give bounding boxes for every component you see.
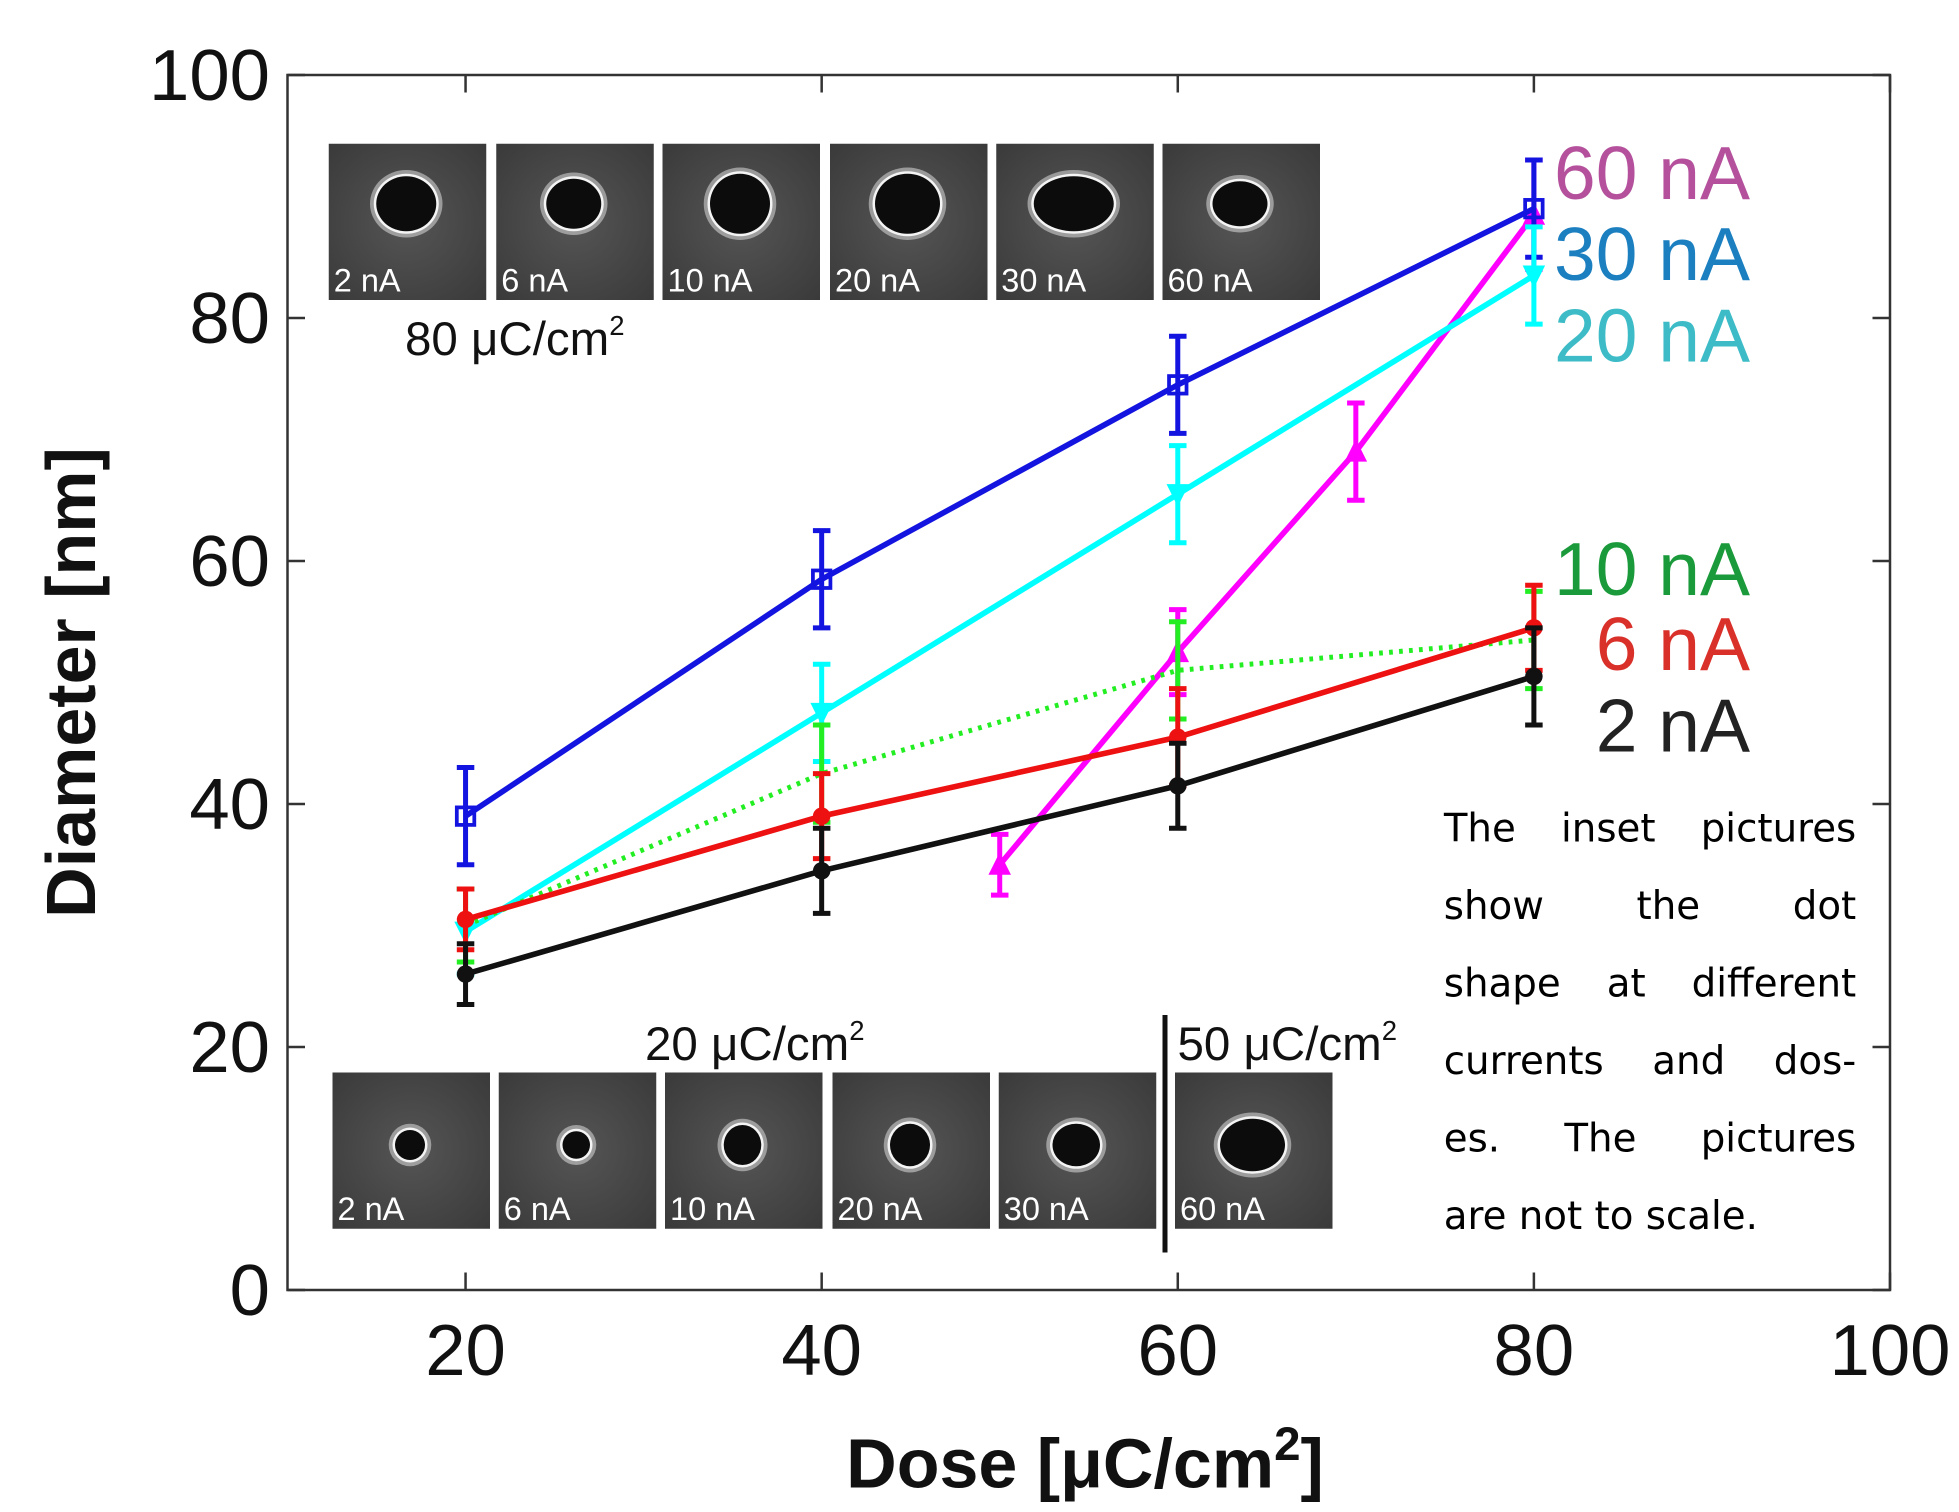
inset-image: 60 nA	[1163, 144, 1321, 300]
x-tick-label: 80	[1494, 1310, 1575, 1391]
marker	[457, 911, 475, 929]
inset-dose: 50 μC/cm2	[1178, 1015, 1398, 1071]
inset-image: 6 nA	[499, 1073, 656, 1229]
inset-label: 30 nA	[1004, 1191, 1089, 1227]
legend-label: 6 nA	[1596, 602, 1750, 686]
y-tick-label: 40	[189, 764, 270, 845]
inset-image: 60 nA	[1175, 1073, 1333, 1229]
marker	[457, 965, 475, 983]
note-line: es. The pictures	[1444, 1100, 1857, 1178]
x-axis-label-sup: 2	[1274, 1418, 1300, 1471]
marker	[813, 862, 831, 880]
note-line: The inset pictures	[1444, 790, 1857, 868]
inset-label: 60 nA	[1168, 262, 1253, 298]
inset-dose-sup: 2	[609, 310, 624, 341]
note-line: are not to scale.	[1444, 1178, 1857, 1256]
inset-dot	[890, 1124, 930, 1167]
page: 0 20 40 60 80 100 20 40 60 80 100 Diameter [nm] Dose…	[0, 0, 1959, 1512]
legend-label: 30 nA	[1554, 212, 1750, 296]
y-tick-label: 0	[230, 1250, 270, 1331]
inset-label: 6 nA	[501, 262, 568, 298]
inset-label: 2 nA	[334, 262, 401, 298]
inset-dot	[1053, 1124, 1101, 1167]
inset-dot	[1213, 181, 1268, 226]
x-tick-label: 60	[1137, 1310, 1218, 1391]
legend-label: 10 nA	[1554, 527, 1750, 611]
x-axis-label-close: ]	[1301, 1425, 1324, 1503]
inset-image: 30 nA	[999, 1073, 1156, 1229]
inset-image: 20 nA	[830, 144, 988, 300]
inset-dose-sup: 2	[849, 1015, 864, 1046]
inset-image: 2 nA	[329, 144, 487, 300]
y-tick-label: 60	[189, 521, 270, 602]
y-tick-label: 20	[189, 1007, 270, 1088]
inset-dose-text: 20 μC/cm	[645, 1018, 849, 1071]
inset-image: 2 nA	[333, 1073, 491, 1229]
inset-image: 20 nA	[833, 1073, 991, 1229]
inset-label: 20 nA	[838, 1191, 923, 1227]
y-tick-label: 80	[189, 278, 270, 359]
inset-label: 60 nA	[1180, 1191, 1265, 1227]
y-axis-label: Diameter [nm]	[32, 447, 110, 918]
note: The inset picturesshow the dotshape at d…	[1444, 790, 1857, 1265]
inset-label: 10 nA	[668, 262, 753, 298]
legend-label: 2 nA	[1596, 683, 1750, 767]
x-tick-label: 100	[1830, 1310, 1951, 1391]
x-axis-label: Dose [μC/cm2]	[846, 1418, 1324, 1503]
chart: 0 20 40 60 80 100 20 40 60 80 100 Diameter [nm] Dose…	[0, 0, 1959, 1512]
legend-label: 20 nA	[1554, 293, 1750, 377]
inset-dot	[563, 1131, 591, 1159]
inset-label: 2 nA	[338, 1191, 405, 1227]
inset-image: 10 nA	[665, 1073, 823, 1229]
inset-dose: 20 μC/cm2	[645, 1015, 865, 1071]
inset-image: 6 nA	[496, 144, 653, 300]
note-line: currents and dos-	[1444, 1023, 1857, 1101]
inset-dose-sup: 2	[1382, 1015, 1397, 1046]
inset-dot	[1220, 1119, 1285, 1172]
marker	[1169, 777, 1187, 795]
inset-label: 10 nA	[670, 1191, 755, 1227]
x-tick-label: 20	[425, 1310, 506, 1391]
inset-dose-text: 50 μC/cm	[1178, 1018, 1382, 1071]
inset-dose: 80 μC/cm2	[405, 310, 625, 366]
inset-label: 30 nA	[1001, 262, 1086, 298]
y-tick-label: 100	[149, 35, 270, 116]
x-axis-label-text: Dose [μC/cm	[846, 1425, 1274, 1503]
inset-image: 10 nA	[663, 144, 821, 300]
inset-dot	[724, 1125, 762, 1165]
inset-label: 20 nA	[835, 262, 920, 298]
note-line: show the dot	[1444, 868, 1857, 946]
inset-dot	[395, 1130, 425, 1160]
inset-dose-text: 80 μC/cm	[405, 313, 609, 366]
marker	[813, 807, 831, 825]
note: The inset picturesshow the dotshape at d…	[1444, 790, 1857, 1255]
inset-dot	[546, 179, 601, 229]
inset-dot	[710, 174, 770, 234]
inset-label: 6 nA	[504, 1191, 571, 1227]
legend-label: 60 nA	[1554, 131, 1750, 215]
marker	[1525, 668, 1543, 686]
inset-image: 30 nA	[996, 144, 1153, 300]
inset-dot	[875, 174, 940, 234]
note-line: shape at different	[1444, 945, 1857, 1023]
inset-dot	[1034, 176, 1114, 231]
x-tick-label: 40	[781, 1310, 862, 1391]
inset-dot	[376, 176, 436, 231]
